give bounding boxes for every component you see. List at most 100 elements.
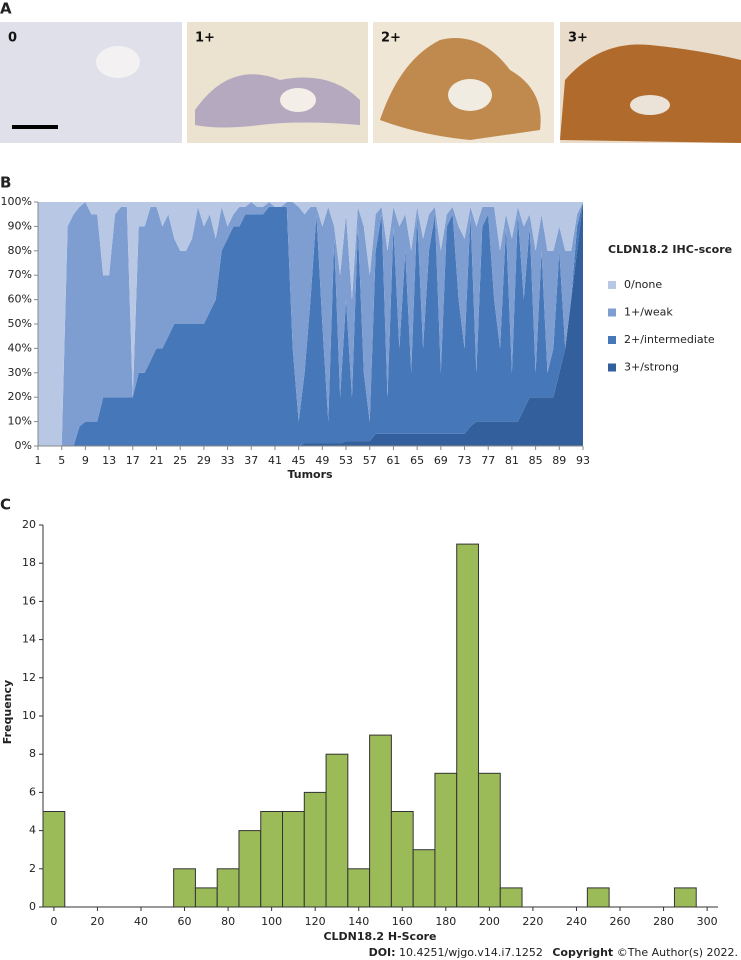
legend-label: 2+/intermediate: [624, 333, 715, 346]
lumen: [280, 88, 316, 112]
y-tick-label: 6: [29, 785, 36, 798]
y-tick-label: 80%: [8, 244, 32, 257]
y-tick-label: 60%: [8, 293, 32, 306]
x-tick-label: 1: [35, 454, 42, 467]
image-label: 0: [8, 31, 17, 46]
legend-label: 0/none: [624, 278, 662, 291]
y-tick-label: 30%: [8, 366, 32, 379]
x-tick-label: 200: [479, 915, 500, 928]
y-axis-title: Frequency: [1, 680, 14, 744]
bar: [390, 811, 414, 908]
x-tick-label: 53: [339, 454, 353, 467]
x-tick-label: 80: [221, 915, 235, 928]
x-tick-label: 61: [386, 454, 400, 467]
x-tick-label: 160: [392, 915, 413, 928]
x-tick-label: 17: [126, 454, 140, 467]
x-tick-label: 57: [363, 454, 377, 467]
panel-label: C: [0, 496, 11, 514]
x-tick-label: 300: [697, 915, 718, 928]
copyright: ©The Author(s) 2022.: [617, 946, 738, 959]
image-label: 2+: [381, 31, 401, 46]
x-tick-label: 41: [268, 454, 282, 467]
legend-label: 3+/strong: [624, 361, 679, 374]
legend-swatch: [608, 336, 616, 344]
doi-label: DOI:: [369, 946, 396, 959]
bar: [412, 849, 436, 908]
x-tick-label: 180: [435, 915, 456, 928]
y-tick-label: 100%: [1, 195, 32, 208]
y-tick-label: 70%: [8, 268, 32, 281]
doi: 10.4251/wjgo.v14.i7.1252: [399, 946, 543, 959]
bar: [260, 811, 284, 908]
y-tick-label: 10: [22, 709, 36, 722]
area: [38, 202, 583, 446]
y-tick-label: 2: [29, 862, 36, 875]
bar: [216, 868, 240, 908]
x-tick-label: 140: [348, 915, 369, 928]
y-tick-label: 8: [29, 747, 36, 760]
y-tick-label: 40%: [8, 341, 32, 354]
lumen: [630, 95, 670, 115]
bar: [456, 543, 479, 908]
bar: [673, 887, 697, 908]
x-tick-label: 29: [197, 454, 211, 467]
image-label: 1+: [195, 31, 215, 46]
x-tick-label: 260: [610, 915, 631, 928]
x-tick-label: 37: [244, 454, 258, 467]
x-tick-label: 5: [58, 454, 65, 467]
legend-title: CLDN18.2 IHC-score: [608, 243, 732, 256]
y-tick-label: 18: [22, 556, 36, 569]
x-tick-label: 93: [576, 454, 590, 467]
x-tick-label: 73: [458, 454, 472, 467]
bar: [586, 887, 610, 908]
x-tick-label: 85: [529, 454, 543, 467]
x-tick-label: 69: [434, 454, 448, 467]
legend-swatch: [608, 308, 616, 317]
legend-swatch: [608, 281, 616, 289]
x-tick-label: 0: [50, 915, 57, 928]
x-tick-label: 49: [315, 454, 329, 467]
bar: [325, 753, 349, 908]
bar: [499, 887, 523, 908]
bar: [194, 887, 218, 908]
x-tick-label: 280: [653, 915, 674, 928]
y-tick-label: 12: [22, 671, 36, 684]
y-tick-label: 20: [22, 518, 36, 531]
legend-swatch: [608, 363, 616, 372]
legend-label: 1+/weak: [624, 306, 673, 319]
bar: [238, 830, 262, 908]
y-tick-label: 10%: [8, 415, 32, 428]
footer: DOI: 10.4251/wjgo.v14.i7.1252 Copyright …: [369, 946, 738, 959]
x-tick-label: 45: [292, 454, 306, 467]
x-tick-label: 77: [481, 454, 495, 467]
gland: [195, 74, 360, 128]
x-tick-label: 100: [261, 915, 282, 928]
bar: [303, 791, 327, 908]
y-tick-label: 16: [22, 594, 36, 607]
micrographs: 0 1+ 2+ 3+: [0, 22, 741, 143]
x-tick-label: 120: [305, 915, 326, 928]
area: [38, 202, 583, 446]
bar: [477, 772, 501, 908]
y-tick-label: 0%: [15, 439, 32, 452]
x-tick-label: 81: [505, 454, 519, 467]
x-tick-label: 9: [82, 454, 89, 467]
x-tick-label: 65: [410, 454, 424, 467]
bar: [434, 772, 458, 908]
x-tick-label: 240: [566, 915, 587, 928]
x-tick-label: 33: [221, 454, 235, 467]
image-0: [0, 22, 182, 143]
x-tick-label: 220: [522, 915, 543, 928]
y-tick-label: 14: [22, 633, 36, 646]
bar: [42, 811, 66, 908]
bar: [173, 868, 196, 908]
y-tick-label: 0: [29, 900, 36, 913]
y-tick-label: 50%: [8, 317, 32, 330]
x-tick-label: 13: [102, 454, 116, 467]
copyright-label: Copyright: [552, 946, 613, 959]
x-axis-title: CLDN18.2 H-Score: [323, 930, 436, 943]
x-axis-title: Tumors: [287, 468, 333, 481]
x-tick-label: 60: [178, 915, 192, 928]
panel-label: B: [0, 174, 11, 192]
